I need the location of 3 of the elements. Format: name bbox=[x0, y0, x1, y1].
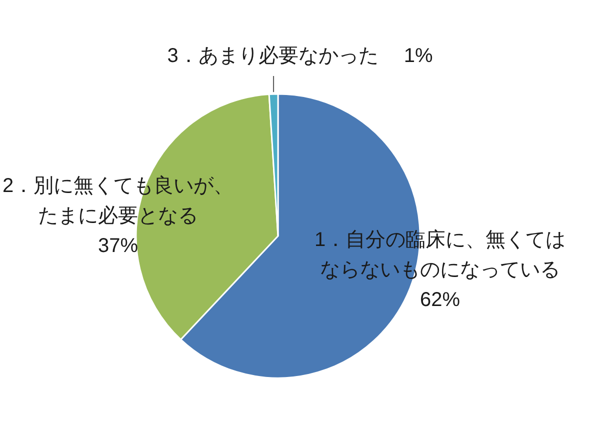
data-label: 37% bbox=[98, 235, 138, 257]
data-label: 62% bbox=[420, 289, 460, 311]
slice-label: 3．あまり必要なかった 1% bbox=[167, 45, 434, 67]
